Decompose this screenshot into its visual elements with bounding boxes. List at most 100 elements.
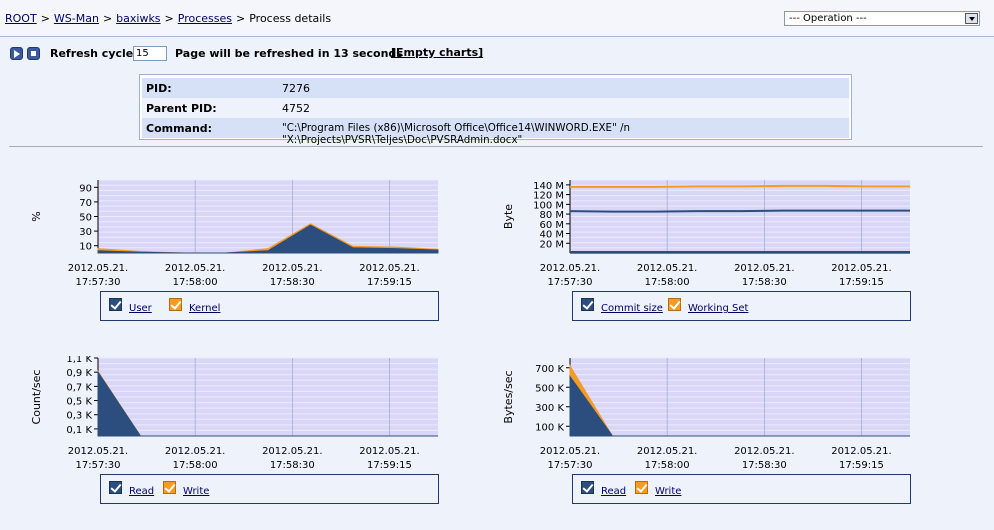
io-bytes-write-legend-label[interactable]: Write (655, 486, 682, 497)
series-line-working-set (570, 184, 910, 188)
y-axis-label: Count/sec (30, 370, 43, 425)
pid-value: 7276 (282, 82, 310, 95)
x-tick-label: 2012.05.21. (68, 446, 128, 457)
process-details-table: PID: 7276 Parent PID: 4752 Command: "C:\… (139, 74, 852, 146)
breadcrumb-separator: > (236, 12, 246, 25)
operation-select[interactable]: --- Operation --- (784, 11, 980, 26)
x-tick-label: 17:58:00 (645, 460, 690, 471)
commit-size-checkbox[interactable] (581, 298, 594, 311)
x-tick-label: 2012.05.21. (359, 446, 419, 457)
y-axis-label: % (30, 211, 43, 221)
breadcrumb-processes[interactable]: Processes (177, 12, 232, 25)
io-count-read-checkbox[interactable] (109, 481, 122, 494)
y-tick-label: 80 M (539, 210, 564, 221)
y-tick-label: 500 K (535, 383, 564, 394)
empty-charts-link[interactable]: [Empty charts] (391, 46, 484, 59)
io-count-write-checkbox[interactable] (163, 481, 176, 494)
x-tick-label: 17:59:15 (367, 277, 412, 288)
x-tick-label: 17:57:30 (548, 277, 593, 288)
play-icon[interactable] (10, 47, 23, 60)
y-tick-label: 50 (79, 213, 92, 224)
io-bytes-chart: 100 K 300 K 500 K 700 K 2012.05.21. 17:57:30 2… (502, 357, 910, 471)
refresh-status: Page will be refreshed in 13 seconds (175, 47, 403, 60)
x-tick-label: 17:57:30 (548, 460, 593, 471)
divider (9, 146, 983, 147)
y-tick-label: 20 M (539, 239, 564, 250)
y-tick-label: 300 K (535, 403, 564, 414)
x-tick-label: 17:59:15 (367, 460, 412, 471)
series-area-user (97, 224, 439, 254)
pid-label: PID: (146, 82, 172, 95)
x-tick-label: 17:58:30 (742, 460, 787, 471)
commit-size-legend-label[interactable]: Commit size (601, 303, 663, 314)
y-tick-label: 60 M (539, 220, 564, 231)
x-tick-label: 2012.05.21. (68, 263, 128, 274)
y-tick-label: 120 M (533, 191, 564, 202)
operation-select-value: --- Operation --- (789, 13, 867, 24)
x-tick-label: 2012.05.21. (540, 263, 600, 274)
breadcrumb-ws-man[interactable]: WS-Man (53, 12, 99, 25)
x-tick-label: 2012.05.21. (831, 263, 891, 274)
breadcrumb: ROOT > WS-Man > baxiwks > Processes > Process de… (5, 12, 331, 25)
x-tick-label: 2012.05.21. (831, 446, 891, 457)
io-count-write-legend-label[interactable]: Write (183, 486, 210, 497)
refresh-cycle-input[interactable]: 15 (133, 46, 167, 61)
series-line-commit-size (569, 209, 910, 213)
y-tick-label: 140 M (533, 181, 564, 192)
kernel-checkbox[interactable] (169, 298, 182, 311)
x-tick-label: 2012.05.21. (734, 263, 794, 274)
user-legend-label[interactable]: User (129, 303, 152, 314)
x-tick-label: 2012.05.21. (165, 446, 225, 457)
stop-icon[interactable] (27, 47, 40, 60)
working-set-legend-label[interactable]: Working Set (688, 303, 749, 314)
x-tick-label: 2012.05.21. (262, 263, 322, 274)
io-bytes-read-checkbox[interactable] (581, 481, 594, 494)
y-tick-label: 0,5 K (66, 397, 92, 408)
y-tick-label: 0,9 K (66, 368, 92, 379)
io-bytes-read-legend-label[interactable]: Read (601, 486, 627, 497)
breadcrumb-root[interactable]: ROOT (5, 12, 37, 25)
process-row-command: Command: "C:\Program Files (x86)\Microso… (142, 118, 849, 146)
x-tick-label: 2012.05.21. (637, 446, 697, 457)
x-tick-label: 2012.05.21. (637, 263, 697, 274)
io-bytes-write-checkbox[interactable] (635, 481, 648, 494)
chevron-down-icon[interactable] (965, 13, 978, 24)
series-area-read (97, 370, 438, 437)
process-row-parent-pid: Parent PID: 4752 (142, 98, 849, 118)
cpu-legend: User Kernel (100, 291, 439, 321)
io-bytes-legend: Read Write (572, 474, 911, 504)
x-tick-label: 17:58:30 (742, 277, 787, 288)
breadcrumb-current: Process details (249, 12, 332, 25)
y-tick-label: 90 (79, 183, 92, 194)
top-bar: ROOT > WS-Man > baxiwks > Processes > Process de… (0, 0, 994, 37)
x-tick-label: 2012.05.21. (359, 263, 419, 274)
y-tick-label: 40 M (539, 230, 564, 241)
y-tick-label: 0,7 K (66, 382, 92, 393)
memory-legend: Commit size Working Set (572, 291, 911, 321)
x-tick-label: 17:57:30 (76, 277, 121, 288)
y-tick-label: 0,1 K (66, 425, 92, 436)
breadcrumb-separator: > (40, 12, 50, 25)
x-tick-label: 17:59:15 (839, 460, 884, 471)
io-count-read-legend-label[interactable]: Read (129, 486, 155, 497)
y-tick-label: 30 (79, 227, 92, 238)
working-set-checkbox[interactable] (668, 298, 681, 311)
y-tick-label: 70 (79, 198, 92, 209)
parent-pid-value: 4752 (282, 102, 310, 115)
cpu-chart: 10 30 50 70 90 2012.05.21. 17:57:30 2012.05.21.… (30, 179, 439, 288)
x-tick-label: 17:58:30 (270, 460, 315, 471)
io-count-legend: Read Write (100, 474, 439, 504)
series-area-read (569, 374, 910, 437)
y-tick-label: 700 K (535, 364, 564, 375)
breadcrumb-host[interactable]: baxiwks (116, 12, 161, 25)
kernel-legend-label[interactable]: Kernel (189, 303, 221, 314)
parent-pid-label: Parent PID: (146, 102, 217, 115)
x-tick-label: 17:58:00 (645, 277, 690, 288)
x-tick-label: 2012.05.21. (165, 263, 225, 274)
user-checkbox[interactable] (109, 298, 122, 311)
x-tick-label: 17:58:00 (173, 460, 218, 471)
y-tick-label: 10 (79, 242, 92, 253)
command-value: "C:\Program Files (x86)\Microsoft Office… (282, 122, 631, 146)
x-tick-label: 17:58:30 (270, 277, 315, 288)
